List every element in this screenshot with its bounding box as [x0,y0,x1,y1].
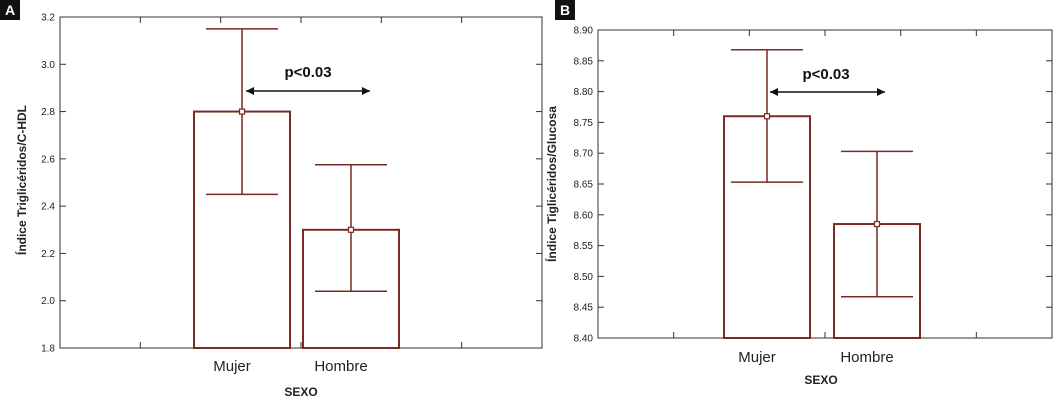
mean-marker [763,113,771,120]
panel-b-ylabel: Índice Tiglicéridos/Glucosa [544,106,559,262]
panel-b-arrowhead-right [877,88,885,96]
y-tick-label: 2.4 [41,202,55,213]
y-tick-label: 8.65 [574,180,594,191]
panel-a-xlabel: SEXO [284,385,317,399]
mean-marker [238,108,246,115]
y-tick-label: 8.60 [574,210,594,221]
y-tick-label: 8.45 [574,303,594,314]
y-tick-label: 3.0 [41,60,55,71]
y-tick-label: 8.55 [574,241,594,252]
panel-b: B Índice Tiglicéridos/Glucosa SEXO p<0.0… [544,0,1053,387]
y-tick-label: 8.40 [574,334,594,345]
y-tick-label: 8.75 [574,118,594,129]
y-tick-label: 1.8 [41,344,55,355]
y-tick-label: 2.8 [41,107,55,118]
y-tick-label: 8.50 [574,272,594,283]
category-label-hombre: Hombre [314,358,367,375]
y-tick-label: 3.2 [41,13,55,24]
panel-b-arrowhead-left [770,88,778,96]
panel-a-arrowhead-left [246,87,254,95]
mean-marker [873,220,881,228]
category-label-hombre: Hombre [840,349,893,366]
y-tick-label: 8.80 [574,87,594,98]
panel-a-badge [0,0,20,20]
y-tick-label: 2.0 [41,296,55,307]
panel-b-letter: B [560,2,570,18]
y-tick-label: 8.70 [574,149,594,160]
category-label-mujer: Mujer [738,349,776,366]
y-tick-label: 8.85 [574,56,594,67]
y-tick-label: 2.6 [41,154,55,165]
panel-a-letter: A [5,2,15,18]
mean-marker [347,226,355,233]
panel-b-pvalue: p<0.03 [802,66,849,83]
panel-a: A Índice Triglicéridos/C-HDL SEXO p<0.03… [0,0,543,399]
panel-b-xlabel: SEXO [804,373,837,387]
panel-b-badge [555,0,575,20]
panel-a-arrowhead-right [362,87,370,95]
panel-a-pvalue: p<0.03 [284,64,331,81]
y-tick-label: 8.90 [574,26,594,37]
category-label-mujer: Mujer [213,358,251,375]
y-tick-label: 2.2 [41,249,55,260]
panel-a-ylabel: Índice Triglicéridos/C-HDL [14,105,29,255]
